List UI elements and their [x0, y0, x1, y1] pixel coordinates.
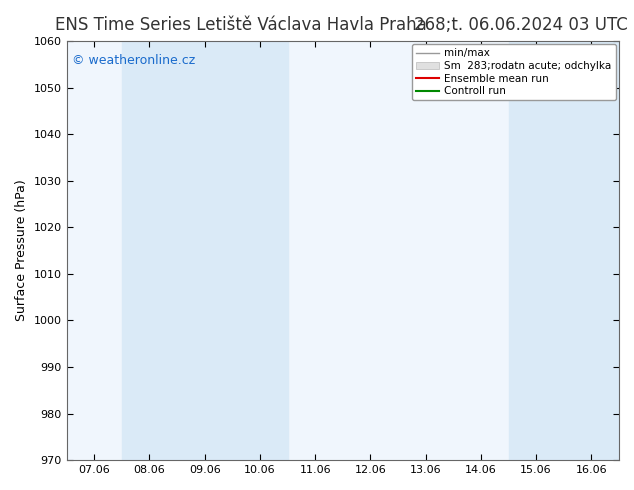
Legend: min/max, Sm  283;rodatn acute; odchylka, Ensemble mean run, Controll run: min/max, Sm 283;rodatn acute; odchylka, …: [412, 44, 616, 100]
Text: ENS Time Series Letiště Václava Havla Praha: ENS Time Series Letiště Václava Havla Pr…: [55, 16, 427, 34]
Text: © weatheronline.cz: © weatheronline.cz: [72, 53, 195, 67]
Text: 268;t. 06.06.2024 03 UTC: 268;t. 06.06.2024 03 UTC: [414, 16, 628, 34]
Y-axis label: Surface Pressure (hPa): Surface Pressure (hPa): [15, 180, 28, 321]
Bar: [508, 41, 619, 460]
Bar: [122, 41, 288, 460]
